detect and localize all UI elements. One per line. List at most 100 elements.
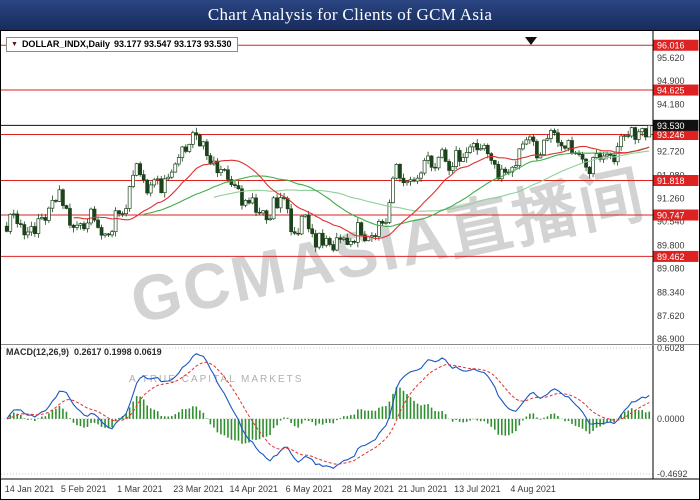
price-axis-label: 94.900: [657, 76, 685, 86]
candle-body: [552, 130, 557, 134]
candle-body: [36, 218, 41, 234]
price-label-box: [653, 209, 699, 221]
candle-body: [138, 163, 143, 175]
candle-body: [482, 144, 487, 149]
candle-body: [447, 161, 451, 171]
candle-body: [387, 202, 392, 223]
candle-body: [587, 166, 592, 175]
candle-body: [264, 210, 269, 221]
date-axis-label: 13 Jul 2021: [454, 484, 501, 494]
candle-body: [454, 150, 458, 167]
candle-body: [612, 154, 616, 163]
macd-axis-label: -0.4692: [657, 469, 688, 479]
price-axis-label: 88.340: [657, 288, 685, 298]
candle-body: [384, 221, 388, 224]
candle-body: [605, 153, 609, 157]
candle-body: [331, 244, 336, 251]
candle-body: [250, 197, 255, 204]
candle-body: [556, 132, 560, 143]
price-label-text: 93.530: [657, 121, 685, 131]
symbol-dropdown-icon: ▼: [11, 40, 18, 48]
candle-body: [510, 166, 515, 173]
candle-body: [11, 213, 16, 216]
candle-body: [29, 226, 34, 233]
price-label-box: [653, 175, 699, 187]
candle-body: [78, 223, 83, 226]
candle-body: [359, 222, 364, 236]
candle-body: [219, 169, 223, 174]
candle-body: [106, 233, 111, 236]
candle-body: [64, 205, 69, 209]
candle-body: [240, 188, 244, 206]
price-label-text: 90.747: [657, 211, 685, 221]
chart-canvas[interactable]: GCMASIA直播间 A TRUE CAPITAL MARKETS 0.6028 0.…: [1, 31, 699, 499]
candle-body: [190, 132, 195, 145]
candle-body: [303, 214, 308, 217]
macd-values: 0.2617 0.1998 0.0619: [74, 347, 162, 357]
candle-body: [176, 157, 181, 165]
date-axis-label: 5 Feb 2021: [61, 484, 107, 494]
candle-body: [521, 143, 525, 150]
candle-body: [517, 148, 522, 166]
candle-body: [50, 200, 55, 209]
candle-body: [422, 160, 427, 174]
price-label-box: [653, 128, 699, 140]
price-label-text: 91.818: [657, 176, 685, 186]
candle-body: [117, 210, 121, 214]
candle-body: [194, 132, 199, 136]
candle-body: [412, 179, 416, 182]
candle-body: [85, 222, 90, 230]
price-label-text: 89.462: [657, 252, 685, 262]
candle-body: [366, 236, 371, 242]
candle-body: [524, 139, 529, 145]
candle-body: [226, 169, 230, 180]
candle-body: [345, 237, 350, 245]
candle-body: [271, 197, 276, 220]
candle-body: [292, 231, 297, 234]
candle-body: [257, 211, 262, 214]
candle-body: [25, 231, 30, 236]
candle-body: [338, 237, 343, 240]
candle-body: [373, 235, 378, 237]
candle-body: [92, 208, 97, 221]
symbol-info-chip[interactable]: ▼ DOLLAR_INDX,Daily 93.177 93.547 93.173…: [6, 37, 238, 52]
candle-body: [8, 213, 13, 232]
candle-body: [18, 223, 23, 225]
candle-body: [584, 158, 588, 168]
candle-body: [419, 172, 423, 179]
ma-40-line: [143, 146, 650, 227]
candle-body: [443, 149, 448, 162]
date-axis-label: 28 May 2021: [342, 484, 394, 494]
candle-body: [450, 166, 455, 171]
candle-body: [141, 174, 146, 181]
candle-body: [334, 237, 339, 251]
date-axis-label: 23 Mar 2021: [173, 484, 224, 494]
ma-20-line: [73, 145, 650, 240]
watermark-text: GCMASIA直播间: [125, 158, 653, 337]
candle-body: [531, 136, 536, 142]
candle-body: [236, 185, 241, 190]
candle-body: [457, 150, 462, 162]
date-axis-label: 4 Aug 2021: [510, 484, 556, 494]
candle-body: [629, 127, 634, 137]
candle-body: [398, 163, 402, 179]
candle-body: [310, 228, 315, 234]
candle-body: [208, 155, 213, 165]
candle-body: [468, 146, 473, 153]
macd-axis-label: 0.6028: [657, 343, 685, 353]
candle-body: [352, 240, 357, 243]
candle-body: [40, 217, 44, 220]
candle-body: [559, 142, 564, 147]
macd-main-line: [6, 353, 650, 469]
candle-body: [47, 207, 51, 221]
candle-body: [566, 140, 571, 149]
candle-body: [296, 232, 301, 235]
date-axis-label: 14 Apr 2021: [229, 484, 278, 494]
candle-body: [247, 200, 251, 204]
candle-body: [615, 146, 620, 163]
candle-body: [162, 178, 167, 194]
candle-body: [619, 135, 624, 147]
candle-body: [155, 178, 160, 181]
candle-body: [317, 232, 322, 248]
price-label-text: 93.246: [657, 130, 685, 140]
